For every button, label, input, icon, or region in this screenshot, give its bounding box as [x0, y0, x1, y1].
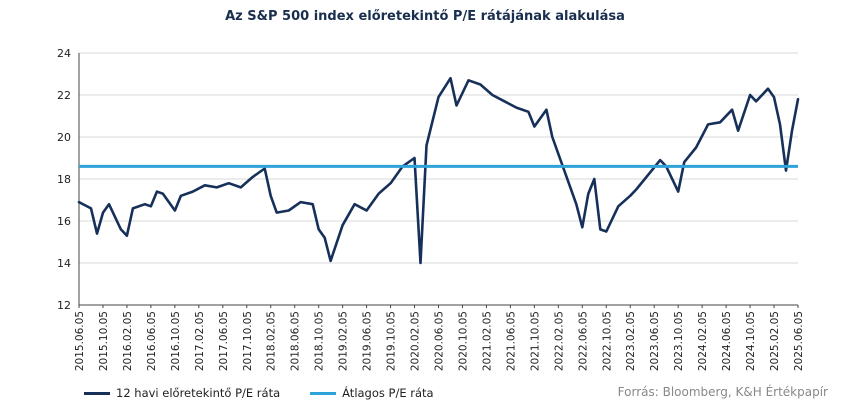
- x-tick-label: 2022.02.05: [553, 311, 565, 371]
- y-tick-label: 20: [57, 131, 71, 144]
- x-tick-label: 2024.02.05: [697, 311, 709, 371]
- y-tick-label: 22: [57, 89, 71, 102]
- x-tick-label: 2017.02.05: [194, 311, 206, 371]
- x-tick-labels: 2015.06.05 2015.10.05 2016.02.05 2016.06.05…: [74, 311, 805, 371]
- x-tick-label: 2019.10.05: [386, 311, 398, 371]
- x-tick-label: 2024.06.05: [721, 311, 733, 371]
- y-tick-labels: 12 14 16 18 20 22 24: [57, 47, 71, 312]
- x-tick-label: 2021.10.05: [529, 311, 541, 371]
- x-tick-label: 2018.06.05: [290, 311, 302, 371]
- legend-swatch-forward-pe: [84, 391, 110, 395]
- x-tick-label: 2017.10.05: [242, 311, 254, 371]
- x-tick-label: 2016.02.05: [122, 311, 134, 371]
- x-tick-label: 2016.10.05: [170, 311, 182, 371]
- x-tick-label: 2021.06.05: [505, 311, 517, 371]
- x-tick-label: 2015.10.05: [98, 311, 110, 371]
- legend-item-average-pe: Átlagos P/E ráta: [310, 386, 434, 400]
- x-tick-label: 2017.06.05: [218, 311, 230, 371]
- x-tick-label: 2020.02.05: [410, 311, 422, 371]
- x-tick-label: 2023.02.05: [625, 311, 637, 371]
- y-tick-label: 24: [57, 47, 71, 60]
- x-tick-label: 2025.06.05: [793, 311, 805, 371]
- y-tick-label: 12: [57, 299, 71, 312]
- x-tick-label: 2023.06.05: [649, 311, 661, 371]
- y-tick-label: 14: [57, 257, 71, 270]
- x-tick-label: 2015.06.05: [74, 311, 86, 371]
- x-tick-label: 2023.10.05: [673, 311, 685, 371]
- series-line-forward-pe: [77, 76, 800, 265]
- y-tick-label: 16: [57, 215, 71, 228]
- x-tick-label: 2025.02.05: [769, 311, 781, 371]
- legend-label-average-pe: Átlagos P/E ráta: [342, 386, 434, 400]
- legend: 12 havi előretekintő P/E ráta Átlagos P/…: [84, 386, 464, 400]
- x-tick-label: 2018.02.05: [266, 311, 278, 371]
- x-tick-label: 2018.10.05: [314, 311, 326, 371]
- x-tick-label: 2016.06.05: [146, 311, 158, 371]
- legend-item-forward-pe: 12 havi előretekintő P/E ráta: [84, 386, 280, 400]
- x-tick-label: 2021.02.05: [481, 311, 493, 371]
- source-note: Forrás: Bloomberg, K&H Értékpapír: [617, 385, 828, 399]
- axes: [78, 53, 799, 308]
- series-group: [77, 76, 800, 265]
- y-tick-label: 18: [57, 173, 71, 186]
- legend-swatch-average-pe: [310, 391, 337, 395]
- gridlines: [79, 52, 798, 264]
- x-tick-label: 2024.10.05: [745, 311, 757, 371]
- x-tick-label: 2022.10.05: [601, 311, 613, 371]
- x-tick-label: 2020.10.05: [457, 311, 469, 371]
- x-tick-label: 2019.06.05: [362, 311, 374, 371]
- x-tick-label: 2022.06.05: [577, 311, 589, 371]
- x-tick-label: 2020.06.05: [434, 311, 446, 371]
- x-tick-label: 2019.02.05: [338, 311, 350, 371]
- chart-title: Az S&P 500 index előretekintő P/E rátájá…: [225, 9, 625, 24]
- legend-label-forward-pe: 12 havi előretekintő P/E ráta: [116, 386, 281, 400]
